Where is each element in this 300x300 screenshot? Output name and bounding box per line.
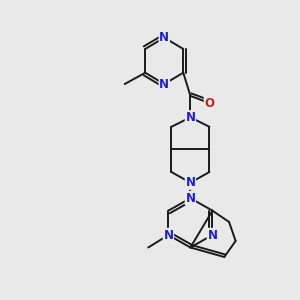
Text: N: N (159, 31, 169, 44)
Text: N: N (164, 229, 173, 242)
Text: N: N (185, 111, 195, 124)
Text: N: N (159, 77, 169, 91)
Text: N: N (207, 229, 218, 242)
Text: O: O (204, 97, 214, 110)
Text: N: N (185, 192, 195, 205)
Text: N: N (185, 176, 195, 189)
